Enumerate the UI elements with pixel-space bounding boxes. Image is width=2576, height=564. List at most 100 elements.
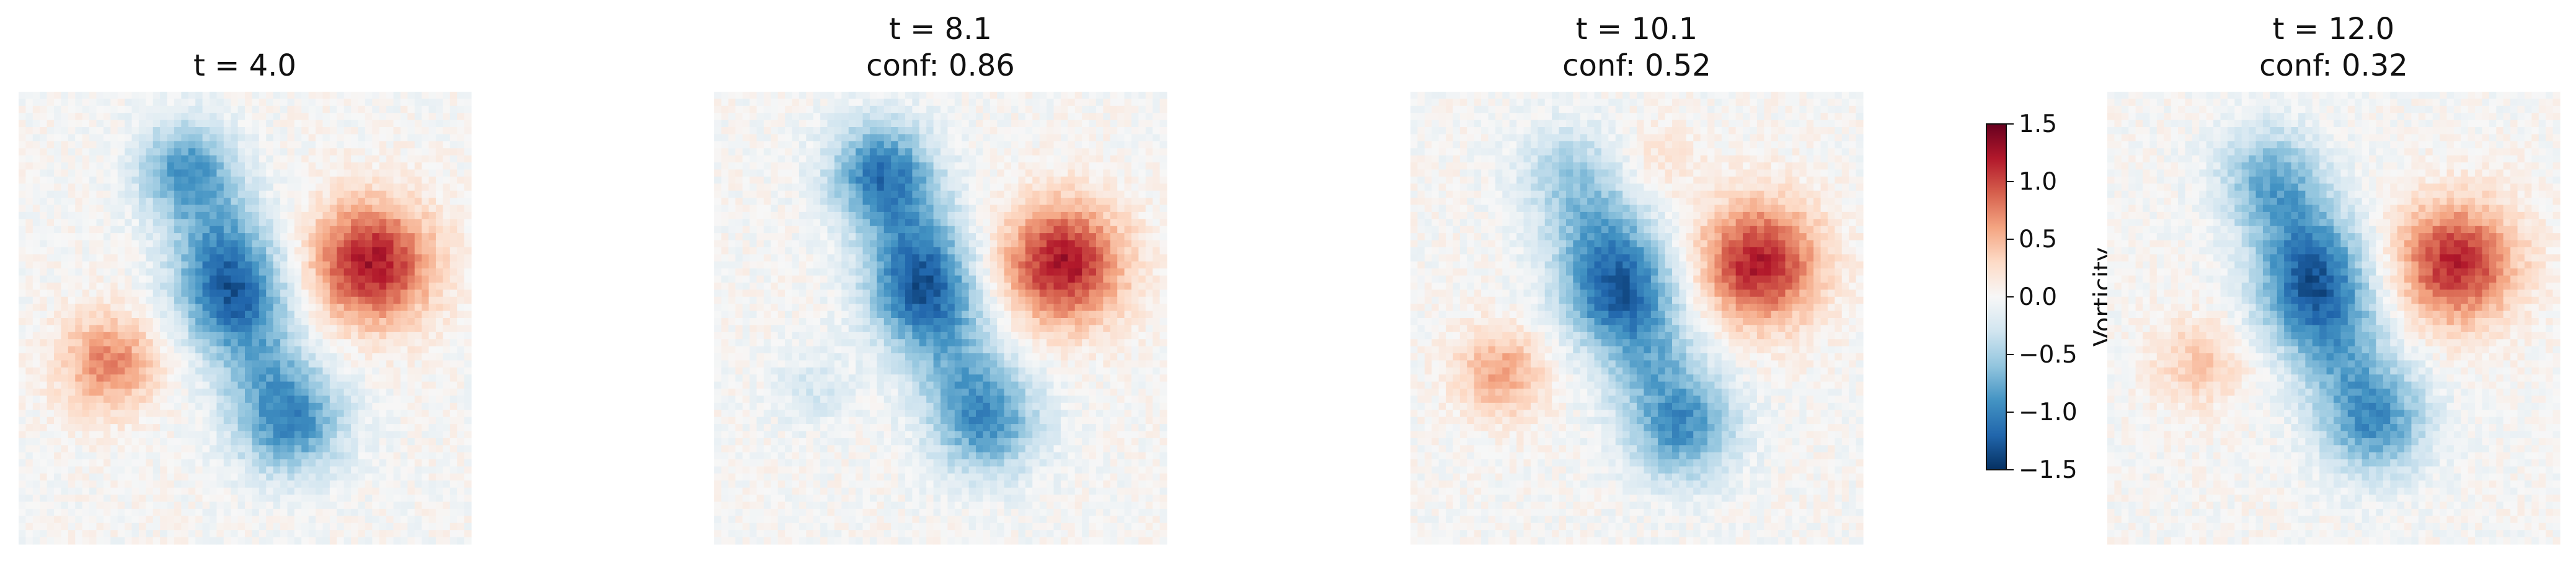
heatmap-cell (96, 516, 104, 524)
heatmap-cell (195, 459, 203, 467)
heatmap-cell (428, 282, 436, 290)
heatmap-cell (287, 353, 295, 361)
heatmap-cell (110, 233, 118, 241)
heatmap-cell (792, 162, 800, 170)
heatmap-cell (997, 99, 1005, 107)
heatmap-cell (252, 445, 260, 453)
heatmap-cell (125, 183, 133, 192)
heatmap-cell (209, 247, 217, 255)
heatmap-cell (386, 374, 394, 382)
heatmap-cell (280, 495, 288, 503)
heatmap-cell (231, 247, 239, 255)
heatmap-cell (1110, 141, 1118, 149)
heatmap-cell (1074, 99, 1082, 107)
heatmap-cell (393, 296, 401, 304)
heatmap-cell (167, 169, 175, 177)
heatmap-cell (82, 134, 90, 142)
heatmap-cell (813, 169, 821, 177)
heatmap-cell (231, 148, 239, 156)
heatmap-cell (1082, 134, 1090, 142)
heatmap-cell (237, 169, 246, 177)
heatmap-cell (89, 431, 97, 439)
heatmap-cell (19, 275, 27, 283)
heatmap-cell (1131, 113, 1139, 121)
heatmap-cell (146, 508, 154, 516)
heatmap-cell (1153, 92, 1161, 100)
heatmap-cell (301, 304, 309, 312)
heatmap-cell (237, 240, 246, 248)
heatmap-cell (316, 480, 324, 488)
heatmap-cell (443, 268, 451, 276)
heatmap-cell (146, 325, 154, 333)
heatmap-cell (329, 105, 337, 113)
heatmap-cell (1159, 176, 1167, 184)
heatmap-cell (96, 360, 104, 368)
heatmap-cell (89, 162, 97, 170)
heatmap-cell (138, 395, 146, 403)
heatmap-cell (216, 296, 224, 304)
heatmap-cell (379, 424, 387, 432)
heatmap-cell (280, 226, 288, 234)
heatmap-cell (329, 487, 337, 495)
heatmap-cell (231, 466, 239, 474)
heatmap-cell (750, 162, 758, 170)
heatmap-cell (407, 473, 415, 481)
heatmap-cell (195, 495, 203, 503)
heatmap-cell (202, 487, 210, 495)
heatmap-cell (1004, 169, 1012, 177)
heatmap-cell (372, 304, 380, 312)
heatmap-cell (131, 304, 139, 312)
heatmap-cell (68, 522, 76, 531)
heatmap-cell (735, 183, 743, 192)
heatmap-cell (61, 487, 69, 495)
heatmap-cell (216, 318, 224, 326)
heatmap-cell (379, 162, 387, 170)
heatmap-cell (174, 459, 182, 467)
heatmap-cell (216, 282, 224, 290)
heatmap-cell (997, 148, 1005, 156)
heatmap-cell (308, 99, 316, 107)
heatmap-cell (1047, 169, 1055, 177)
heatmap-cell (188, 205, 196, 213)
heatmap-cell (912, 141, 920, 149)
heatmap-cell (110, 501, 118, 509)
heatmap-cell (329, 289, 337, 297)
heatmap-cell (308, 480, 316, 488)
heatmap-cell (1047, 113, 1055, 121)
heatmap-cell (834, 113, 842, 121)
heatmap-cell (82, 452, 90, 460)
heatmap-cell (209, 487, 217, 495)
heatmap-cell (61, 416, 69, 425)
heatmap-cell (891, 127, 899, 135)
heatmap-cell (223, 282, 231, 290)
heatmap-cell (457, 155, 465, 163)
heatmap-cell (216, 169, 224, 177)
heatmap-cell (457, 395, 465, 403)
heatmap-cell (1068, 92, 1076, 100)
heatmap-cell (294, 530, 302, 538)
heatmap-cell (322, 508, 330, 516)
heatmap-cell (245, 113, 253, 121)
heatmap-cell (422, 261, 430, 269)
heatmap-cell (223, 495, 231, 503)
heatmap-cell (54, 176, 62, 184)
heatmap-cell (287, 445, 295, 453)
heatmap-cell (322, 537, 330, 545)
heatmap-cell (400, 424, 408, 432)
heatmap-cell (25, 148, 33, 156)
heatmap-cell (209, 374, 217, 382)
heatmap-cell (216, 176, 224, 184)
heatmap-cell (89, 113, 97, 121)
heatmap-cell (435, 522, 443, 531)
heatmap-cell (742, 155, 750, 163)
heatmap-cell (280, 445, 288, 453)
heatmap-cell (252, 304, 260, 312)
heatmap-cell (103, 254, 111, 262)
heatmap-cell (322, 495, 330, 503)
heatmap-cell (968, 148, 976, 156)
heatmap-cell (343, 424, 352, 432)
heatmap-cell (435, 92, 443, 100)
heatmap-cell (386, 424, 394, 432)
heatmap-cell (301, 381, 309, 389)
heatmap-cell (877, 134, 885, 142)
